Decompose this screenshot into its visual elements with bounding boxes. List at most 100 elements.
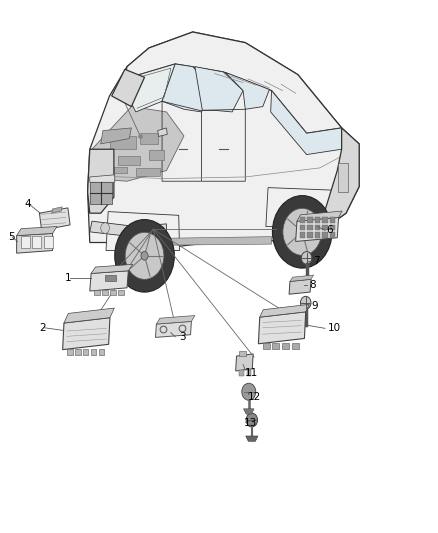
Polygon shape bbox=[166, 237, 272, 245]
Bar bbox=[263, 343, 270, 349]
Polygon shape bbox=[155, 321, 191, 337]
Bar bbox=[99, 349, 104, 355]
Bar bbox=[32, 236, 41, 248]
Text: 13: 13 bbox=[244, 418, 257, 427]
Bar bbox=[110, 290, 116, 295]
Polygon shape bbox=[123, 64, 175, 112]
Polygon shape bbox=[90, 271, 128, 291]
Bar bbox=[247, 370, 251, 376]
Bar bbox=[140, 133, 158, 144]
Bar bbox=[322, 217, 328, 223]
Bar bbox=[94, 290, 100, 295]
Bar bbox=[282, 343, 289, 349]
Circle shape bbox=[141, 252, 148, 260]
Polygon shape bbox=[320, 128, 359, 232]
Bar bbox=[322, 232, 328, 238]
Polygon shape bbox=[17, 227, 57, 236]
Polygon shape bbox=[88, 149, 114, 213]
Text: 8: 8 bbox=[309, 280, 316, 289]
Circle shape bbox=[301, 252, 312, 264]
Circle shape bbox=[115, 220, 174, 292]
Bar bbox=[330, 217, 335, 223]
Text: 11: 11 bbox=[245, 368, 258, 378]
Bar bbox=[307, 232, 313, 238]
Bar bbox=[315, 225, 320, 230]
Bar bbox=[118, 156, 140, 165]
Polygon shape bbox=[52, 207, 62, 213]
Text: 5: 5 bbox=[8, 232, 14, 242]
Bar bbox=[315, 217, 320, 223]
Text: 12: 12 bbox=[248, 392, 261, 401]
Text: 7: 7 bbox=[313, 256, 320, 266]
Circle shape bbox=[283, 208, 321, 255]
Bar bbox=[307, 217, 313, 223]
Polygon shape bbox=[39, 208, 70, 230]
Polygon shape bbox=[244, 409, 254, 414]
Bar bbox=[83, 349, 88, 355]
Bar bbox=[272, 343, 279, 349]
Polygon shape bbox=[92, 107, 184, 181]
Polygon shape bbox=[90, 175, 115, 182]
Text: 2: 2 bbox=[39, 323, 46, 333]
Polygon shape bbox=[91, 264, 133, 273]
Polygon shape bbox=[162, 64, 212, 112]
Polygon shape bbox=[297, 211, 342, 221]
Text: 10: 10 bbox=[328, 324, 341, 333]
Bar bbox=[330, 232, 335, 238]
Bar bbox=[75, 349, 81, 355]
Text: 3: 3 bbox=[179, 332, 185, 342]
Circle shape bbox=[272, 196, 332, 268]
Polygon shape bbox=[123, 32, 342, 133]
Bar bbox=[110, 136, 136, 149]
Polygon shape bbox=[90, 221, 166, 237]
Circle shape bbox=[246, 413, 258, 427]
Circle shape bbox=[299, 228, 306, 236]
Text: 4: 4 bbox=[24, 199, 31, 208]
Circle shape bbox=[101, 223, 110, 233]
Polygon shape bbox=[266, 188, 337, 227]
Bar bbox=[118, 290, 124, 295]
Polygon shape bbox=[236, 354, 253, 371]
Polygon shape bbox=[271, 91, 342, 155]
Bar bbox=[149, 150, 164, 160]
Circle shape bbox=[242, 383, 256, 400]
Bar bbox=[338, 163, 348, 192]
Polygon shape bbox=[88, 32, 359, 251]
Bar bbox=[105, 275, 116, 281]
Text: 6: 6 bbox=[326, 225, 333, 235]
Polygon shape bbox=[64, 308, 114, 323]
Bar bbox=[300, 232, 305, 238]
Text: 9: 9 bbox=[312, 301, 318, 311]
Bar bbox=[44, 236, 53, 248]
Bar bbox=[21, 236, 30, 248]
Bar bbox=[300, 217, 305, 223]
Bar bbox=[91, 349, 96, 355]
Polygon shape bbox=[101, 128, 131, 144]
Bar bbox=[322, 225, 328, 230]
Polygon shape bbox=[296, 217, 339, 241]
Polygon shape bbox=[226, 72, 269, 109]
Polygon shape bbox=[112, 69, 145, 107]
Polygon shape bbox=[156, 316, 195, 324]
Polygon shape bbox=[17, 233, 53, 253]
Circle shape bbox=[125, 232, 164, 279]
Bar bbox=[330, 225, 335, 230]
Bar bbox=[136, 168, 160, 176]
Circle shape bbox=[300, 296, 311, 309]
Bar bbox=[114, 167, 127, 173]
Bar bbox=[90, 182, 112, 204]
Polygon shape bbox=[246, 436, 258, 441]
Bar bbox=[292, 343, 299, 349]
Polygon shape bbox=[289, 279, 311, 294]
Polygon shape bbox=[258, 312, 306, 344]
Bar bbox=[300, 225, 305, 230]
Polygon shape bbox=[290, 275, 314, 281]
Bar bbox=[239, 351, 246, 356]
Bar bbox=[239, 370, 244, 376]
Bar bbox=[102, 290, 108, 295]
Polygon shape bbox=[63, 318, 110, 350]
Polygon shape bbox=[106, 212, 180, 251]
Bar bbox=[67, 349, 73, 355]
Polygon shape bbox=[260, 304, 309, 317]
Polygon shape bbox=[195, 67, 243, 112]
